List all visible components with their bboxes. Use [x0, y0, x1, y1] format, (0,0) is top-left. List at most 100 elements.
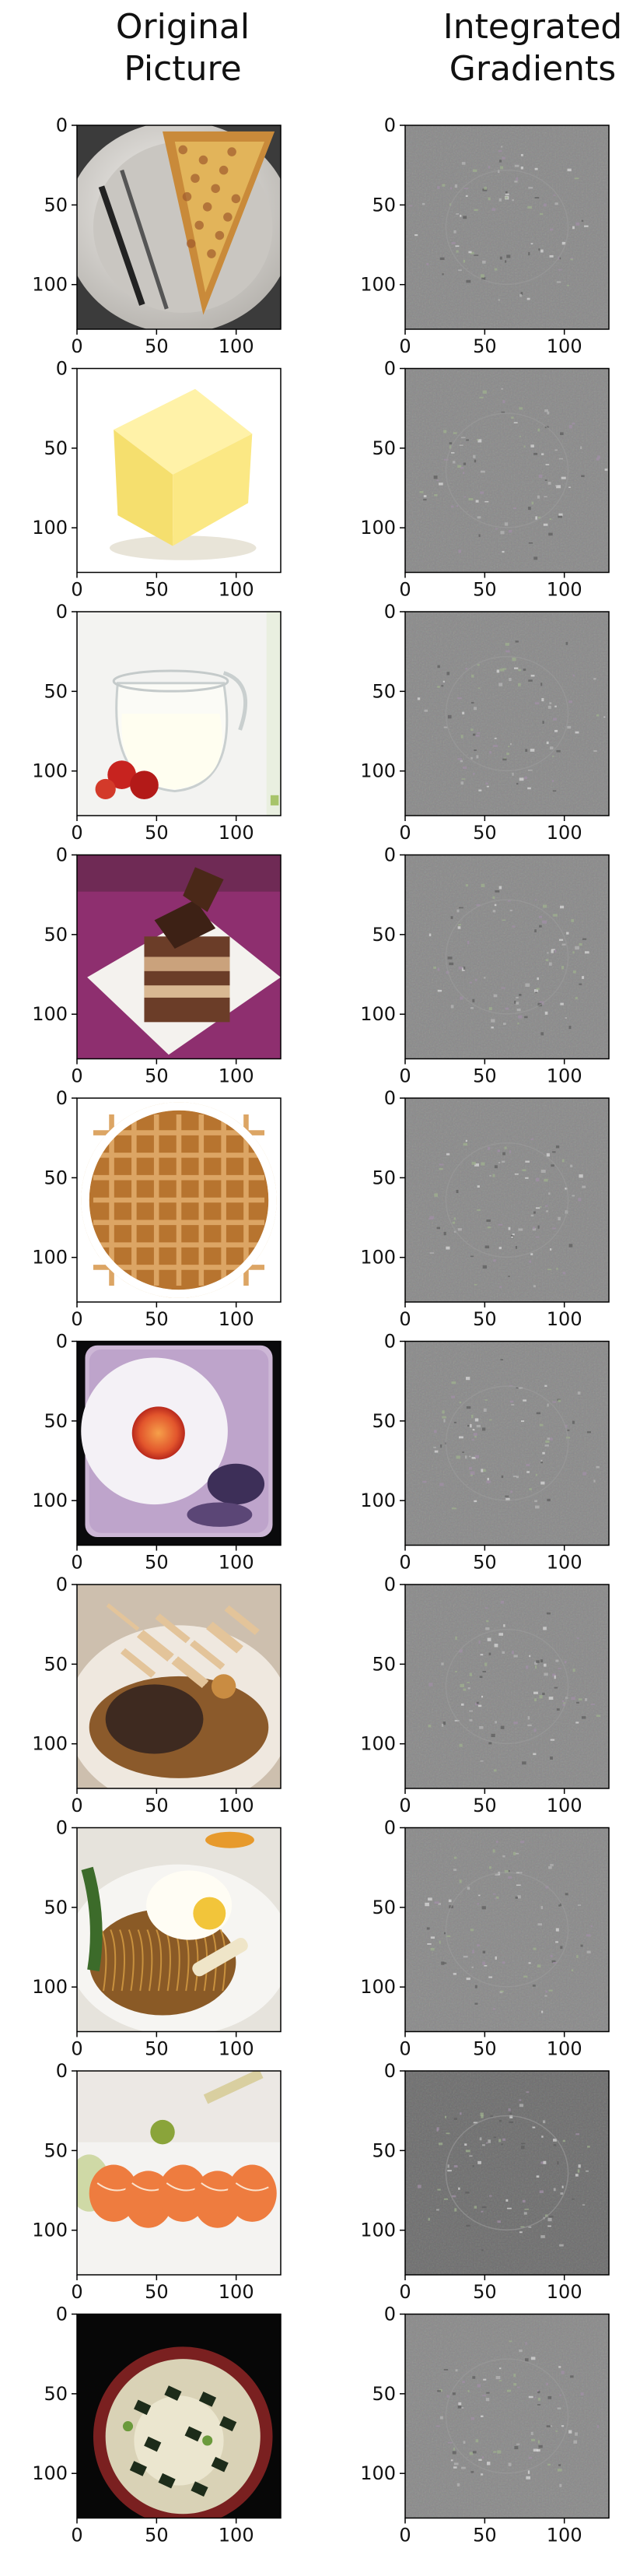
original-xtick-label-row-3: 100 [219, 822, 254, 844]
gradients-ytick-label-row-5: 100 [360, 1247, 396, 1269]
original-xtick-label-row-8: 0 [71, 2038, 82, 2060]
gradients-ytick-label-row-1: 50 [372, 194, 396, 216]
gradients-axes-frame-row-3 [404, 611, 610, 816]
gradients-ytick-label-row-2: 50 [372, 437, 396, 459]
gradients-ytick-label-row-8: 100 [360, 1976, 396, 1998]
gradients-ytick-label-row-8: 0 [384, 1817, 396, 1839]
original-xtick-label-row-10: 100 [219, 2525, 254, 2546]
original-axes-frame-row-6 [76, 1340, 282, 1546]
original-xtick-label-row-6: 50 [145, 1552, 169, 1574]
gradients-ytick-label-row-10: 50 [372, 2383, 396, 2405]
gradients-ytick-label-row-6: 50 [372, 1410, 396, 1432]
gradients-ytick-label-row-7: 0 [384, 1574, 396, 1595]
original-axes-frame-row-8 [76, 1827, 282, 2033]
gradients-xtick-label-row-3: 50 [473, 822, 497, 844]
gradients-ytick-label-row-5: 50 [372, 1167, 396, 1188]
original-axes-frame-row-2 [76, 367, 282, 574]
integrated-gradients-map-row-9 [405, 2071, 609, 2275]
gradients-ytick-label-row-5: 0 [384, 1087, 396, 1109]
gradients-ytick-label-row-3: 100 [360, 760, 396, 782]
gradients-xtick-label-row-3: 100 [547, 822, 582, 844]
integrated-gradients-column-title: Integrated Gradients [442, 7, 623, 89]
integrated-gradients-map-row-8 [405, 1827, 609, 2032]
integrated-gradients-map-row-3 [405, 612, 609, 816]
gradients-xtick-label-row-7: 0 [399, 1795, 411, 1816]
original-image-noodles-with-fried-egg [77, 1827, 281, 2032]
gradients-axes-frame-row-6 [404, 1340, 610, 1546]
gradients-ytick-label-row-3: 50 [372, 680, 396, 702]
original-ytick-label-row-3: 50 [44, 680, 68, 702]
original-axes-frame-row-7 [76, 1584, 282, 1789]
original-xtick-label-row-8: 100 [219, 2038, 254, 2060]
original-ytick-label-row-4: 50 [44, 924, 68, 946]
original-ytick-label-row-1: 50 [44, 194, 68, 216]
gradients-ytick-label-row-3: 0 [384, 601, 396, 623]
original-ytick-label-row-2: 50 [44, 437, 68, 459]
gradients-ytick-label-row-2: 100 [360, 517, 396, 539]
gradients-axes-frame-row-2 [404, 367, 610, 574]
original-xtick-label-row-4: 100 [219, 1065, 254, 1087]
original-xtick-label-row-7: 100 [219, 1795, 254, 1816]
original-xtick-label-row-10: 0 [71, 2525, 82, 2546]
gradients-axes-frame-row-10 [404, 2313, 610, 2519]
gradients-xtick-label-row-1: 50 [473, 335, 497, 357]
gradients-ytick-label-row-9: 0 [384, 2060, 396, 2082]
original-ytick-label-row-8: 50 [44, 1897, 68, 1918]
original-ytick-label-row-7: 100 [32, 1733, 68, 1755]
original-ytick-label-row-9: 100 [32, 2220, 68, 2241]
original-xtick-label-row-9: 0 [71, 2281, 82, 2303]
original-axes-frame-row-4 [76, 854, 282, 1060]
gradients-xtick-label-row-8: 50 [473, 2038, 497, 2060]
gradients-ytick-label-row-2: 0 [384, 358, 396, 380]
original-xtick-label-row-3: 0 [71, 822, 82, 844]
gradients-xtick-label-row-1: 100 [547, 335, 582, 357]
gradients-xtick-label-row-9: 100 [547, 2281, 582, 2303]
original-xtick-label-row-5: 100 [219, 1308, 254, 1330]
gradients-xtick-label-row-10: 100 [547, 2525, 582, 2546]
original-image-milk-jug-with-strawberries [77, 612, 281, 816]
gradients-ytick-label-row-10: 100 [360, 2462, 396, 2484]
original-image-waffle [77, 1098, 281, 1302]
original-ytick-label-row-5: 100 [32, 1247, 68, 1269]
gradients-xtick-label-row-2: 0 [399, 579, 411, 601]
gradients-xtick-label-row-6: 100 [547, 1552, 582, 1574]
original-ytick-label-row-6: 100 [32, 1490, 68, 1511]
original-image-salmon-sashimi [77, 2071, 281, 2275]
gradients-ytick-label-row-8: 50 [372, 1897, 396, 1918]
gradients-ytick-label-row-7: 50 [372, 1653, 396, 1675]
gradients-ytick-label-row-1: 100 [360, 274, 396, 296]
gradients-axes-frame-row-7 [404, 1584, 610, 1789]
gradients-xtick-label-row-4: 0 [399, 1065, 411, 1087]
gradients-xtick-label-row-6: 50 [473, 1552, 497, 1574]
gradients-xtick-label-row-6: 0 [399, 1552, 411, 1574]
gradients-xtick-label-row-5: 50 [473, 1308, 497, 1330]
original-axes-frame-row-9 [76, 2070, 282, 2276]
original-picture-column-title: Original Picture [115, 7, 250, 89]
gradients-xtick-label-row-1: 0 [399, 335, 411, 357]
original-ytick-label-row-1: 0 [56, 114, 68, 136]
original-xtick-label-row-6: 100 [219, 1552, 254, 1574]
original-xtick-label-row-2: 100 [219, 579, 254, 601]
original-ytick-label-row-9: 0 [56, 2060, 68, 2082]
original-ytick-label-row-3: 100 [32, 760, 68, 782]
gradients-xtick-label-row-5: 0 [399, 1308, 411, 1330]
original-ytick-label-row-2: 100 [32, 517, 68, 539]
original-ytick-label-row-1: 100 [32, 274, 68, 296]
original-ytick-label-row-4: 0 [56, 844, 68, 866]
original-xtick-label-row-9: 50 [145, 2281, 169, 2303]
gradients-axes-frame-row-1 [404, 125, 610, 330]
gradients-xtick-label-row-7: 50 [473, 1795, 497, 1816]
gradients-axes-frame-row-8 [404, 1827, 610, 2033]
original-ytick-label-row-2: 0 [56, 358, 68, 380]
original-image-steak-with-fried-onions [77, 1585, 281, 1788]
original-xtick-label-row-6: 0 [71, 1552, 82, 1574]
original-image-pizza-slice-on-plate-with-fork-and-knife [77, 125, 281, 329]
original-ytick-label-row-10: 50 [44, 2383, 68, 2405]
original-image-fried-egg-on-plate [77, 1341, 281, 1546]
integrated-gradients-map-row-10 [405, 2314, 609, 2518]
gradients-xtick-label-row-9: 50 [473, 2281, 497, 2303]
original-xtick-label-row-3: 50 [145, 822, 169, 844]
gradients-xtick-label-row-10: 0 [399, 2525, 411, 2546]
gradients-xtick-label-row-7: 100 [547, 1795, 582, 1816]
gradients-xtick-label-row-10: 50 [473, 2525, 497, 2546]
